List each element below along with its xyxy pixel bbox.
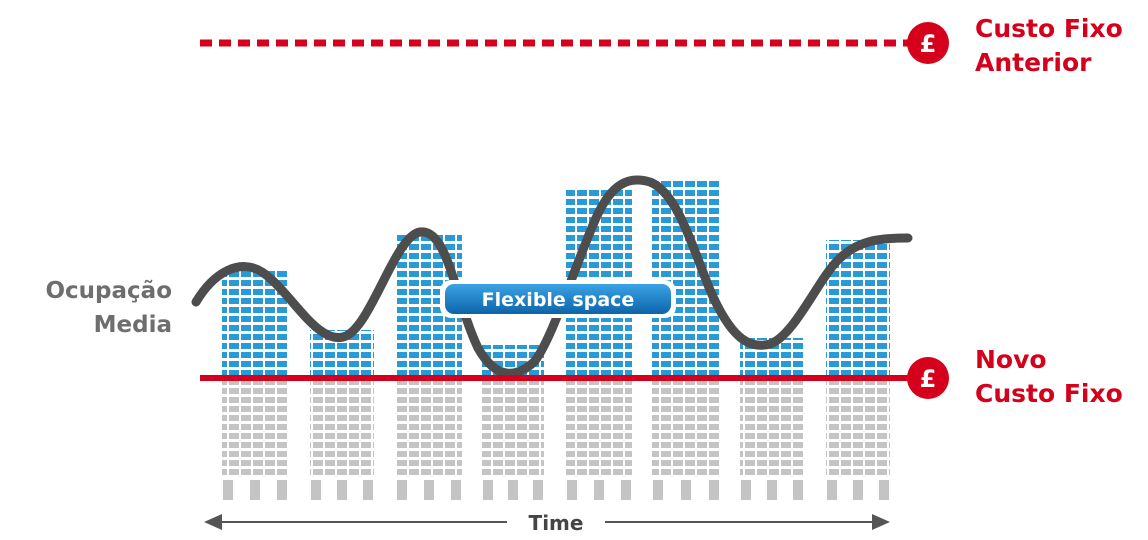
building-6-base: [653, 480, 719, 500]
building-1-unoccupied-floors: [222, 378, 288, 478]
flexible-space-label: Flexible space: [482, 289, 635, 311]
average-occupancy-line-2: Media: [93, 312, 172, 338]
time-axis: Time: [204, 511, 890, 535]
previous-fixed-cost-line-1: Custo Fixo: [975, 14, 1123, 43]
building-4-base: [483, 480, 543, 500]
new-fixed-cost-line-2: Custo Fixo: [975, 379, 1123, 408]
average-occupancy-line-1: Ocupação: [45, 278, 173, 304]
building-7-unoccupied-floors: [740, 378, 804, 478]
building-4-unoccupied-floors: [482, 378, 544, 478]
building-3-base: [397, 480, 461, 500]
arrow-right-icon: [872, 514, 890, 530]
pound-sign-icon: [907, 22, 949, 64]
occupancy-curve: [191, 175, 913, 378]
building-5-base: [567, 480, 631, 500]
unoccupied-buildings: [222, 378, 890, 500]
building-3-unoccupied-floors: [396, 378, 462, 478]
time-label: Time: [529, 511, 584, 535]
building-1-base: [223, 480, 287, 500]
previous-fixed-cost-label: Custo Fixo Anterior: [975, 12, 1123, 80]
pound-sign-icon: [907, 357, 949, 399]
building-8-unoccupied-floors: [826, 378, 890, 478]
building-8-base: [827, 480, 889, 500]
new-fixed-cost-label: Novo Custo Fixo: [975, 343, 1123, 411]
new-fixed-cost-marker: £: [907, 357, 949, 399]
arrow-left-icon: [204, 514, 222, 530]
pound-symbol: £: [920, 365, 937, 393]
previous-fixed-cost-marker: £: [907, 22, 949, 64]
previous-fixed-cost-line-2: Anterior: [975, 48, 1092, 77]
average-occupancy-label: Ocupação Media: [0, 274, 173, 342]
building-5-unoccupied-floors: [566, 378, 632, 478]
pound-symbol: £: [920, 30, 937, 58]
building-7-base: [741, 480, 803, 500]
flexible-space-pill: Flexible space: [440, 280, 676, 318]
building-2-unoccupied-floors: [310, 378, 374, 478]
building-2-base: [311, 480, 373, 500]
building-6-unoccupied-floors: [652, 378, 720, 478]
new-fixed-cost-line-1: Novo: [975, 345, 1047, 374]
